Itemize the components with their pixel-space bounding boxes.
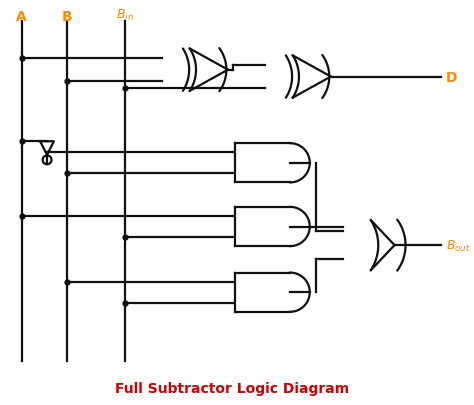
Text: D: D (446, 70, 457, 84)
Text: Full Subtractor Logic Diagram: Full Subtractor Logic Diagram (115, 381, 349, 395)
Text: B: B (61, 10, 72, 24)
Text: $B_{out}$: $B_{out}$ (446, 238, 471, 253)
Text: A: A (16, 10, 27, 24)
Text: $B_{in}$: $B_{in}$ (117, 8, 135, 23)
